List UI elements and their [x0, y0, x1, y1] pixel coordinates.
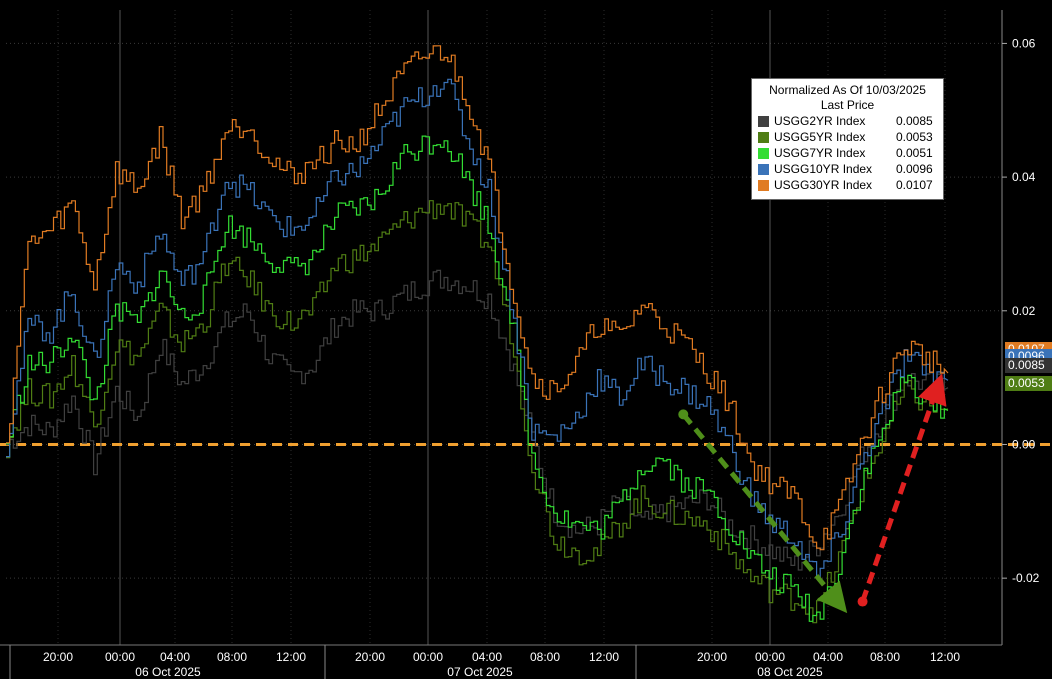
y-tick-label: 0.06 — [1012, 36, 1036, 50]
legend-series-name: USGG7YR Index — [774, 146, 866, 160]
x-tick-label: 20:00 — [697, 650, 727, 664]
x-tick-label: 08:00 — [870, 650, 900, 664]
last-value-tag: 0.0085 — [1005, 358, 1052, 373]
legend: Normalized As Of 10/03/2025 Last Price U… — [751, 78, 944, 200]
x-tick-label: 12:00 — [589, 650, 619, 664]
x-tick-label: 12:00 — [930, 650, 960, 664]
legend-swatch — [758, 147, 769, 159]
y-tick-label: 0.04 — [1012, 170, 1036, 184]
series-line-1 — [6, 200, 949, 624]
date-label: 07 Oct 2025 — [447, 665, 513, 679]
date-label: 08 Oct 2025 — [757, 665, 823, 679]
legend-swatch — [758, 115, 769, 127]
legend-entry: USGG30YR Index 0.0107 — [758, 177, 937, 193]
legend-series-value: 0.0107 — [896, 178, 933, 192]
legend-series-name: USGG30YR Index — [774, 178, 873, 192]
x-tick-label: 04:00 — [160, 650, 190, 664]
x-tick-label: 20:00 — [43, 650, 73, 664]
legend-subtitle: Last Price — [820, 98, 875, 112]
legend-entry: USGG7YR Index 0.0051 — [758, 145, 937, 161]
trend-arrow — [860, 373, 947, 603]
series-line-3 — [6, 78, 949, 578]
legend-swatch — [758, 131, 769, 143]
x-tick-label: 12:00 — [276, 650, 306, 664]
legend-entry: USGG10YR Index 0.0096 — [758, 161, 937, 177]
x-tick-label: 04:00 — [472, 650, 502, 664]
series-line-0 — [6, 269, 949, 571]
legend-entry: USGG2YR Index 0.0085 — [758, 113, 937, 129]
date-labels: 06 Oct 2025 07 Oct 2025 08 Oct 2025 — [135, 665, 823, 679]
x-tick-label: 20:00 — [355, 650, 385, 664]
x-tick-label: 08:00 — [530, 650, 560, 664]
grid-lines — [0, 10, 1007, 679]
y-axis-ticks: 0.06 0.04 0.02 0.00 -0.02 — [1012, 36, 1040, 585]
arrow-origin-dot — [678, 409, 689, 420]
legend-title: Normalized As Of 10/03/2025 — [769, 83, 926, 97]
legend-series-value: 0.0053 — [896, 130, 933, 144]
legend-series-value: 0.0096 — [896, 162, 933, 176]
y-tick-label: 0.00 — [1012, 437, 1036, 451]
trend-arrow — [681, 412, 848, 614]
legend-series-name: USGG5YR Index — [774, 130, 866, 144]
legend-swatch — [758, 163, 769, 175]
y-tick-label: -0.02 — [1012, 571, 1040, 585]
x-tick-label: 00:00 — [755, 650, 785, 664]
series-line-4 — [6, 45, 949, 551]
y-tick-label: 0.02 — [1012, 304, 1036, 318]
date-label: 06 Oct 2025 — [135, 665, 201, 679]
legend-series-name: USGG10YR Index — [774, 162, 873, 176]
last-value-tag: 0.0053 — [1005, 376, 1052, 391]
legend-series-name: USGG2YR Index — [774, 114, 866, 128]
series-lines — [6, 45, 949, 624]
series-line-2 — [6, 135, 949, 622]
x-tick-label: 00:00 — [105, 650, 135, 664]
x-axis-ticks: 20:00 00:00 04:00 08:00 12:00 20:00 00:00 04:00… — [43, 650, 960, 664]
legend-swatch — [758, 179, 769, 191]
legend-series-value: 0.0085 — [896, 114, 933, 128]
trend-arrows — [678, 373, 947, 614]
legend-series-value: 0.0051 — [896, 146, 933, 160]
x-tick-label: 00:00 — [413, 650, 443, 664]
legend-entry: USGG5YR Index 0.0053 — [758, 129, 937, 145]
x-tick-label: 08:00 — [217, 650, 247, 664]
x-tick-label: 04:00 — [813, 650, 843, 664]
arrow-origin-dot — [857, 596, 868, 607]
